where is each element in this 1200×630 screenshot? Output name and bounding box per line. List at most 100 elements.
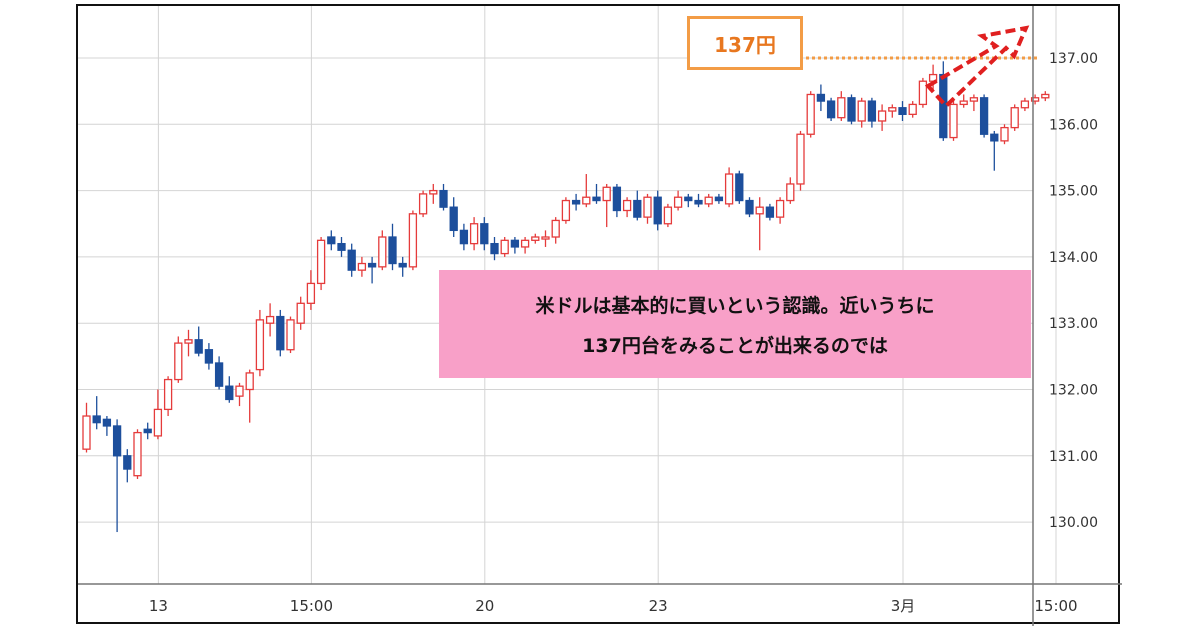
candle-body	[898, 107, 907, 116]
comment-line-1: 米ドルは基本的に買いという認識。近いうちに	[535, 295, 935, 317]
candle-body	[602, 186, 611, 202]
candle-body	[1020, 100, 1030, 109]
trend-arrow-icon	[924, 25, 1030, 109]
candle-body	[837, 97, 846, 119]
candle-body	[653, 196, 662, 225]
candle	[643, 193, 652, 224]
candle-body	[327, 236, 336, 245]
candle	[327, 230, 336, 251]
candlestick-chart: 130.00 131.00 132.00 133.00 134.00 135.00 136.…	[78, 6, 1122, 626]
y-tick-label: 131.00	[1049, 449, 1098, 465]
candle-body	[112, 425, 122, 457]
candle-body	[500, 239, 509, 255]
candle	[204, 343, 214, 370]
candle-body	[174, 342, 183, 381]
candle	[704, 193, 713, 208]
candle	[255, 309, 265, 377]
candle-body	[775, 199, 785, 218]
candle	[306, 270, 316, 310]
candle	[969, 94, 979, 112]
candle	[265, 303, 275, 337]
candle	[408, 210, 418, 271]
candle-body	[694, 199, 703, 205]
candle	[837, 91, 846, 121]
candle-body	[1030, 97, 1040, 102]
candle-body	[959, 100, 968, 106]
candle-body	[877, 110, 887, 122]
candle-body	[735, 173, 744, 202]
candle	[714, 193, 724, 204]
comment-line-2: 137円台をみることが出来るのでは	[582, 335, 888, 357]
candle-body	[276, 315, 285, 351]
candle	[847, 94, 856, 125]
candle-body	[571, 199, 581, 205]
candle-body	[796, 133, 805, 185]
candle-body	[755, 206, 764, 215]
candle-body	[888, 107, 897, 112]
x-tick-label: 23	[649, 597, 668, 615]
candle	[82, 402, 91, 453]
candle-body	[163, 378, 173, 411]
candle-body	[1000, 126, 1009, 142]
candle	[296, 296, 305, 330]
candle	[775, 197, 785, 224]
candle-body	[765, 206, 775, 218]
candle	[133, 429, 142, 480]
candle-body	[622, 199, 632, 212]
candle-body	[520, 239, 530, 248]
candle	[143, 422, 152, 440]
candle-body	[469, 223, 479, 245]
y-tick-label: 136.00	[1049, 117, 1098, 133]
candle-body	[867, 100, 877, 122]
candle	[153, 389, 163, 440]
candle	[194, 326, 203, 357]
candle	[551, 217, 560, 244]
candle-body	[398, 262, 407, 268]
candle-body	[204, 349, 214, 364]
candle-body	[857, 100, 866, 122]
candle-body	[265, 315, 275, 324]
candle	[214, 356, 224, 390]
annotation-overlay	[806, 25, 1038, 109]
candle-body	[480, 223, 489, 245]
candle-body	[745, 199, 754, 215]
candle	[510, 237, 520, 254]
candle	[735, 170, 744, 204]
candle-body	[133, 431, 142, 477]
y-tick-label: 134.00	[1049, 250, 1098, 266]
candle-body	[92, 415, 101, 424]
candle	[163, 376, 173, 417]
candle-body	[673, 196, 683, 208]
candle-body	[704, 196, 713, 205]
candle-body	[979, 97, 989, 135]
candle	[235, 382, 244, 407]
candle	[347, 243, 356, 277]
candle	[184, 329, 193, 357]
candle-body	[82, 415, 91, 450]
candle-body	[826, 100, 836, 119]
candle	[908, 101, 917, 118]
candle	[490, 237, 499, 261]
candle	[602, 183, 611, 228]
candle-body	[153, 408, 163, 437]
candle	[1041, 91, 1050, 102]
x-tick-label: 20	[475, 597, 494, 615]
candle-body	[990, 133, 999, 142]
y-tick-label: 133.00	[1049, 316, 1098, 332]
axes: 130.00 131.00 132.00 133.00 134.00 135.00 136.…	[78, 6, 1122, 626]
candle-body	[347, 249, 356, 271]
candle-body	[541, 236, 550, 240]
candle-body	[255, 319, 265, 371]
candle	[1020, 97, 1030, 112]
candle-body	[1041, 93, 1050, 99]
candle-body	[510, 239, 520, 248]
candle	[92, 396, 101, 430]
candle	[276, 309, 285, 357]
y-tick-label: 137.00	[1049, 51, 1098, 67]
candle-body	[378, 236, 387, 268]
x-tick-label: 15:00	[290, 597, 333, 615]
candle	[102, 416, 112, 436]
candle-body	[847, 97, 856, 122]
candle	[398, 256, 407, 277]
y-tick-label: 135.00	[1049, 184, 1098, 200]
